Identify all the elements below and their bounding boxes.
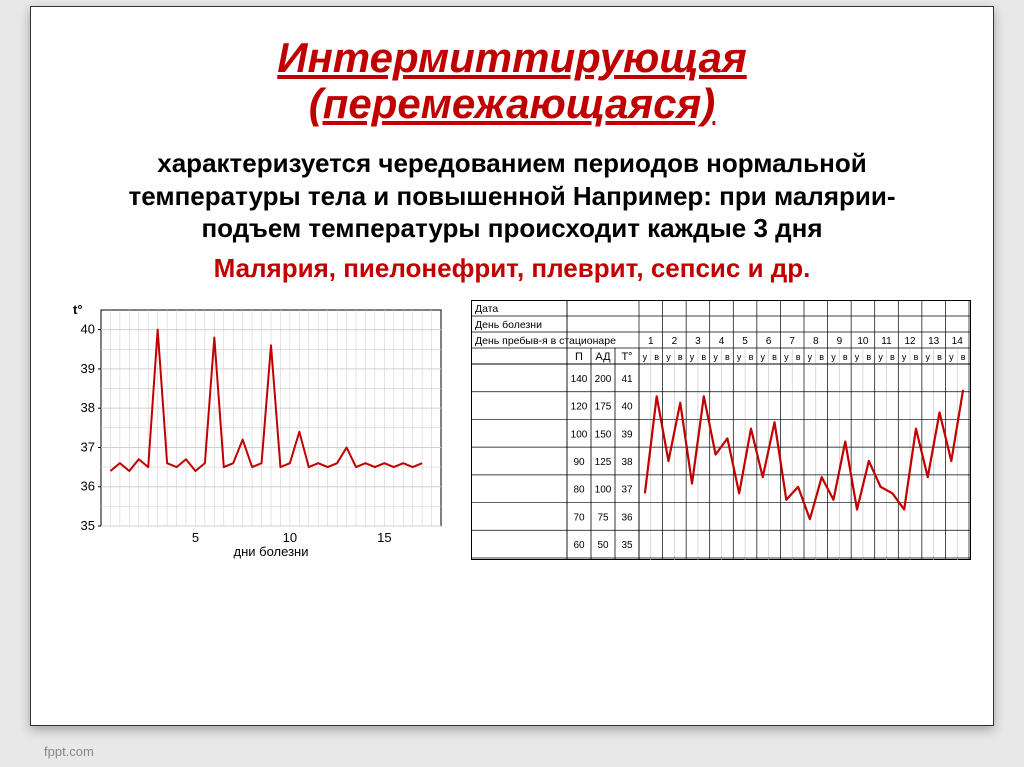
svg-text:2: 2 [672, 336, 678, 347]
chart-left-container: t° 35 36 37 38 39 40 5 10 15 дни болезни [53, 300, 453, 560]
svg-text:80: 80 [573, 485, 585, 496]
svg-text:10: 10 [283, 530, 297, 545]
svg-text:100: 100 [595, 485, 612, 496]
svg-text:Дата: Дата [475, 303, 498, 315]
slide: Интермиттирующая (перемежающаяся) характ… [0, 0, 1024, 767]
content-box: Интермиттирующая (перемежающаяся) характ… [30, 6, 994, 726]
svg-text:День пребыв-я в стационаре: День пребыв-я в стационаре [475, 335, 616, 347]
svg-text:12: 12 [905, 336, 917, 347]
temperature-chart-right: Дата День болезни День пребыв-я в стациона… [471, 300, 971, 560]
svg-text:37: 37 [621, 485, 633, 496]
svg-text:в: в [772, 352, 777, 362]
title-line1: Интермиттирующая [277, 34, 747, 81]
body-text: характеризуется чередованием периодов но… [91, 147, 933, 245]
svg-text:11: 11 [881, 336, 892, 347]
svg-text:9: 9 [837, 336, 843, 347]
svg-text:36: 36 [81, 479, 95, 494]
svg-text:в: в [961, 352, 966, 362]
svg-text:у: у [902, 352, 907, 362]
svg-text:90: 90 [573, 457, 585, 468]
svg-text:у: у [949, 352, 954, 362]
svg-text:60: 60 [573, 540, 585, 551]
svg-text:в: в [725, 352, 730, 362]
slide-title: Интермиттирующая (перемежающаяся) [31, 35, 993, 127]
svg-text:38: 38 [621, 457, 633, 468]
svg-text:в: в [890, 352, 895, 362]
examples-text: Малярия, пиелонефрит, плеврит, сепсис и … [91, 253, 933, 284]
svg-text:200: 200 [595, 374, 612, 385]
svg-text:у: у [643, 352, 648, 362]
svg-text:38: 38 [81, 400, 95, 415]
svg-text:в: в [654, 352, 659, 362]
svg-text:6: 6 [766, 336, 772, 347]
svg-text:13: 13 [928, 336, 940, 347]
footer-site: fppt.com [44, 744, 94, 759]
svg-text:36: 36 [621, 512, 633, 523]
temperature-chart-left: t° 35 36 37 38 39 40 5 10 15 дни болезни [53, 300, 453, 560]
svg-text:в: в [701, 352, 706, 362]
svg-text:5: 5 [192, 530, 199, 545]
svg-text:37: 37 [81, 439, 95, 454]
svg-text:у: у [737, 352, 742, 362]
svg-text:125: 125 [595, 457, 612, 468]
svg-text:50: 50 [597, 540, 609, 551]
svg-text:в: в [678, 352, 683, 362]
charts-row: t°35363738394051015дни болезни ДатаДень … [31, 284, 993, 560]
svg-text:7: 7 [789, 336, 795, 347]
svg-text:8: 8 [813, 336, 819, 347]
svg-text:1: 1 [648, 336, 654, 347]
svg-text:у: у [761, 352, 766, 362]
svg-text:40: 40 [621, 401, 633, 412]
svg-text:у: у [926, 352, 931, 362]
svg-text:70: 70 [573, 512, 585, 523]
svg-text:у: у [666, 352, 671, 362]
svg-text:150: 150 [595, 429, 612, 440]
svg-text:75: 75 [597, 512, 609, 523]
svg-text:в: в [843, 352, 848, 362]
svg-text:39: 39 [81, 361, 95, 376]
svg-text:у: у [878, 352, 883, 362]
title-line2: (перемежающаяся) [309, 80, 715, 127]
svg-text:40: 40 [81, 322, 95, 337]
svg-text:АД: АД [595, 351, 611, 363]
svg-text:15: 15 [377, 530, 391, 545]
svg-text:у: у [808, 352, 813, 362]
svg-text:День болезни: День болезни [475, 319, 542, 331]
svg-text:Т°: Т° [621, 351, 632, 363]
svg-text:140: 140 [571, 374, 588, 385]
svg-text:в: в [914, 352, 919, 362]
svg-text:120: 120 [571, 401, 588, 412]
svg-text:3: 3 [695, 336, 701, 347]
svg-text:t°: t° [73, 302, 83, 317]
svg-text:в: в [819, 352, 824, 362]
svg-text:в: в [937, 352, 942, 362]
svg-text:в: в [866, 352, 871, 362]
svg-text:в: в [796, 352, 801, 362]
svg-text:у: у [784, 352, 789, 362]
svg-text:у: у [855, 352, 860, 362]
svg-text:14: 14 [952, 336, 964, 347]
svg-text:39: 39 [621, 429, 633, 440]
svg-text:5: 5 [742, 336, 748, 347]
svg-text:у: у [690, 352, 695, 362]
svg-text:у: у [831, 352, 836, 362]
svg-text:в: в [749, 352, 754, 362]
svg-text:4: 4 [719, 336, 725, 347]
svg-text:41: 41 [621, 374, 633, 385]
svg-text:175: 175 [595, 401, 612, 412]
chart-right-container: Дата День болезни День пребыв-я в стациона… [471, 300, 971, 560]
svg-text:35: 35 [621, 540, 633, 551]
svg-text:35: 35 [81, 518, 95, 533]
svg-text:П: П [575, 351, 583, 363]
svg-text:100: 100 [571, 429, 588, 440]
svg-text:10: 10 [857, 336, 869, 347]
svg-text:дни болезни: дни болезни [234, 544, 309, 559]
svg-text:у: у [713, 352, 718, 362]
